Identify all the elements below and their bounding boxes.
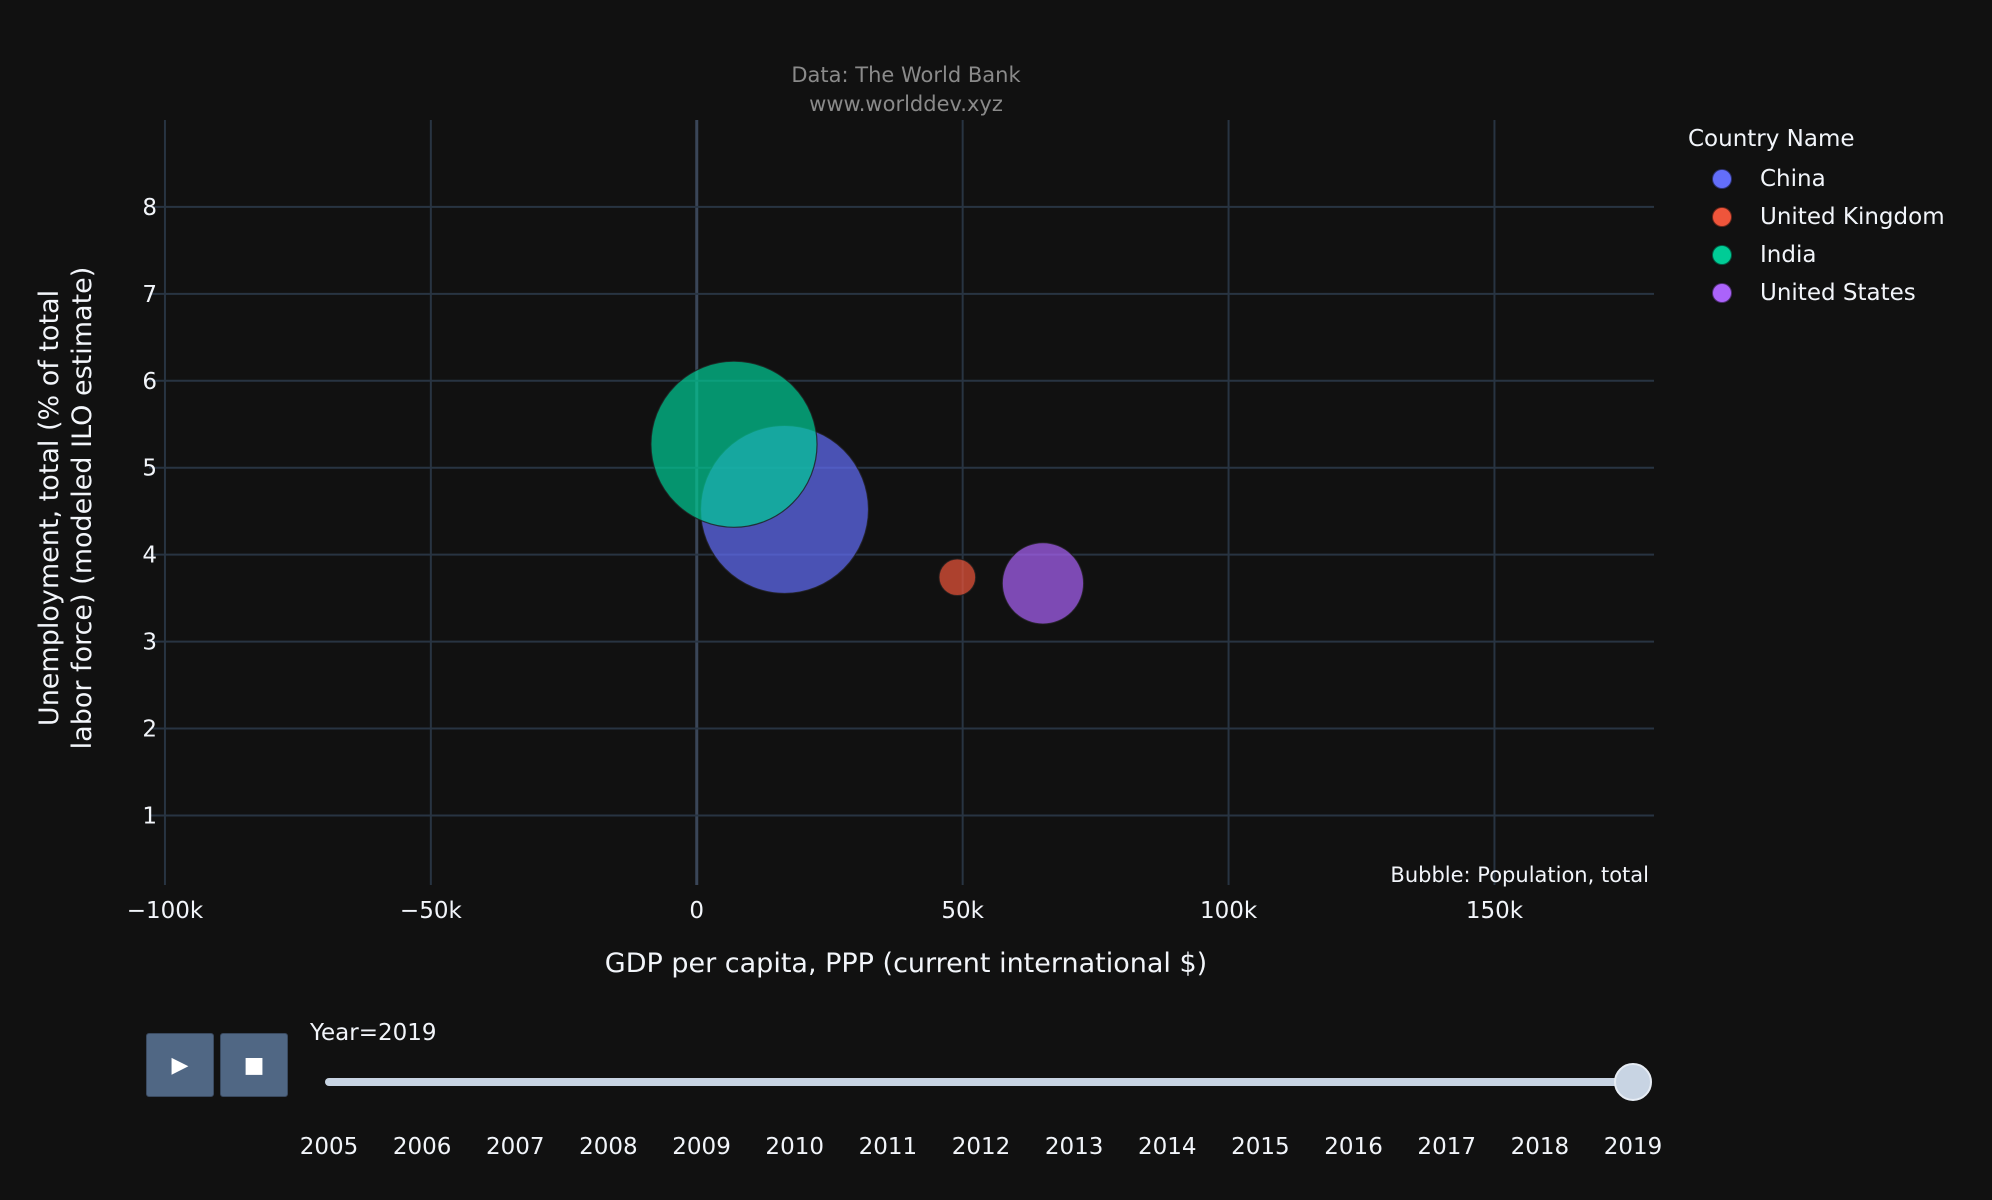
legend-label-china: China — [1760, 166, 1826, 192]
year-tick-2016[interactable]: 2016 — [1324, 1134, 1383, 1160]
play-button[interactable]: ▶ — [146, 1033, 214, 1097]
y-tick-label: 2 — [142, 717, 157, 743]
x-tick-label: 0 — [689, 898, 704, 924]
y-tick-label: 4 — [142, 543, 157, 569]
legend-label-india: India — [1760, 242, 1817, 268]
legend-marker-united-kingdom — [1712, 207, 1732, 227]
bubble-size-note: Bubble: Population, total — [1390, 863, 1649, 887]
bubble-united-states[interactable] — [1001, 542, 1085, 625]
x-tick-label: 100k — [1200, 898, 1258, 924]
y-tick-label: 1 — [142, 803, 157, 829]
year-tick-2010[interactable]: 2010 — [765, 1134, 824, 1160]
legend-item-united-states[interactable]: United States — [1688, 274, 1945, 312]
x-tick-label: −100k — [127, 898, 204, 924]
year-tick-2006[interactable]: 2006 — [392, 1134, 452, 1160]
x-tick-label: 150k — [1466, 898, 1524, 924]
legend-item-china[interactable]: China — [1688, 160, 1945, 198]
year-tick-2013[interactable]: 2013 — [1044, 1134, 1104, 1160]
legend: Country Name China United Kingdom India … — [1688, 126, 1945, 312]
legend-title: Country Name — [1688, 126, 1855, 152]
year-tick-2007[interactable]: 2007 — [486, 1134, 545, 1160]
x-axis-title: GDP per capita, PPP (current internation… — [605, 948, 1207, 979]
chart-source-line-2: www.worlddev.xyz — [809, 92, 1003, 116]
year-tick-2015[interactable]: 2015 — [1231, 1134, 1290, 1160]
year-tick-2011[interactable]: 2011 — [858, 1134, 918, 1160]
legend-marker-china — [1712, 169, 1732, 189]
year-tick-2009[interactable]: 2009 — [672, 1134, 731, 1160]
year-tick-2005[interactable]: 2005 — [299, 1134, 359, 1160]
x-tick-label: −50k — [400, 898, 463, 924]
y-tick-label: 5 — [142, 456, 157, 482]
chart-source-line-1: Data: The World Bank — [791, 63, 1021, 87]
year-tick-2017[interactable]: 2017 — [1417, 1134, 1476, 1160]
bubble-india[interactable] — [650, 360, 818, 528]
y-tick-label: 6 — [142, 369, 157, 395]
y-axis-title-line-2: labor force) (modeled ILO estimate) — [67, 267, 98, 750]
stop-button[interactable]: ■ — [220, 1033, 288, 1097]
legend-marker-united-states — [1712, 283, 1732, 303]
bubble-united-kingdom[interactable] — [938, 558, 977, 597]
legend-marker-india — [1712, 245, 1732, 265]
year-tick-2014[interactable]: 2014 — [1138, 1134, 1197, 1160]
y-tick-label: 8 — [142, 195, 157, 221]
play-icon: ▶ — [171, 1052, 189, 1078]
y-axis-title-line-1: Unemployment, total (% of total — [34, 290, 65, 726]
tick-layer: −100k −50k 0 50k 100k 150k 1 2 3 4 5 6 7 8 — [127, 195, 1524, 924]
year-tick-2012[interactable]: 2012 — [951, 1134, 1011, 1160]
y-tick-label: 7 — [142, 282, 157, 308]
bubble-layer — [650, 360, 1085, 625]
x-tick-label: 50k — [941, 898, 984, 924]
year-tick-2018[interactable]: 2018 — [1510, 1134, 1570, 1160]
slider-current-value: Year=2019 — [310, 1020, 437, 1046]
legend-label-united-kingdom: United Kingdom — [1760, 204, 1945, 230]
legend-label-united-states: United States — [1760, 280, 1916, 306]
legend-item-united-kingdom[interactable]: United Kingdom — [1688, 198, 1945, 236]
legend-item-india[interactable]: India — [1688, 236, 1945, 274]
year-tick-2019[interactable]: 2019 — [1603, 1134, 1663, 1160]
stop-icon: ■ — [243, 1052, 265, 1078]
year-slider-handle[interactable] — [1614, 1063, 1652, 1101]
grid-layer — [149, 120, 1654, 885]
y-tick-label: 3 — [142, 630, 157, 656]
year-slider-track[interactable] — [325, 1078, 1632, 1086]
year-tick-2008[interactable]: 2008 — [579, 1134, 638, 1160]
